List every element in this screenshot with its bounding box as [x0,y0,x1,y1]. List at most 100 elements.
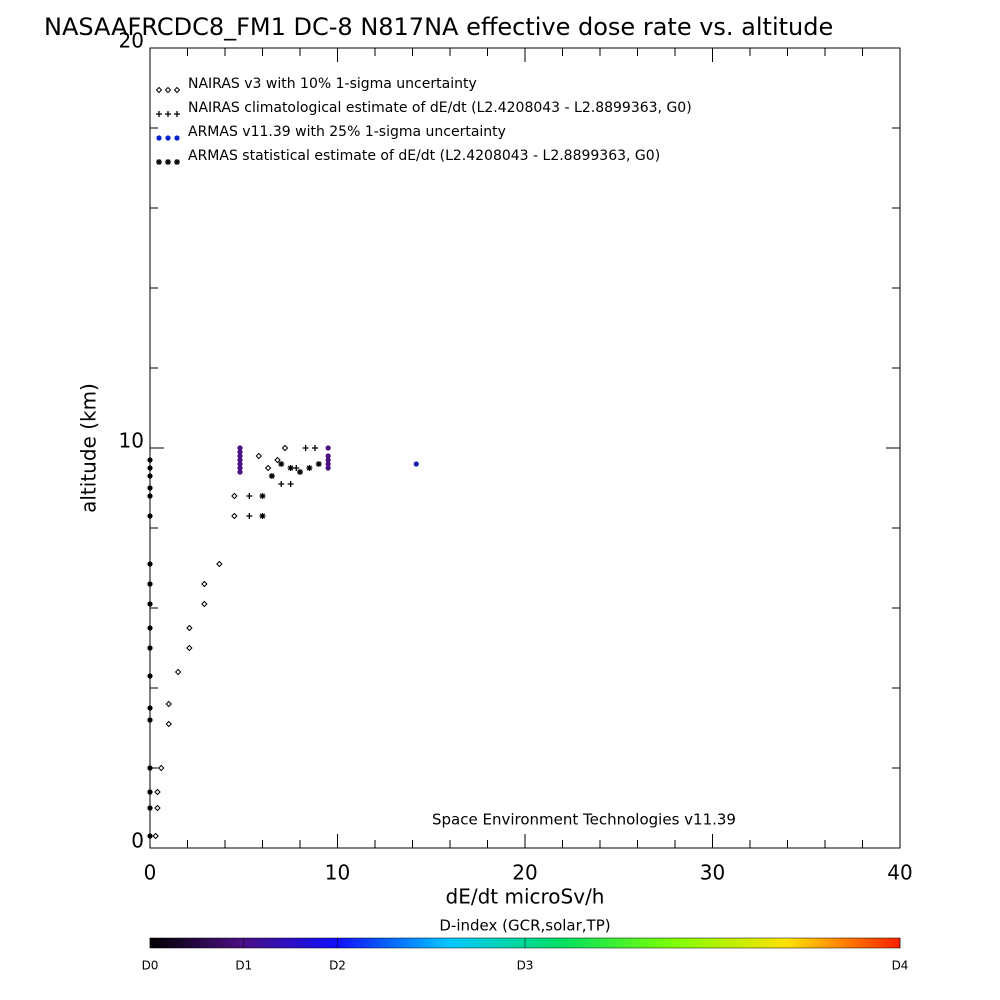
diamond-marker [281,444,289,452]
y-tick-label: 10 [119,429,144,453]
dot-marker [147,513,153,519]
plus-marker [278,481,285,487]
dot-marker [147,789,153,795]
legend-label: NAIRAS climatological estimate of dE/dt … [188,100,692,116]
colorbar-tick-label: D2 [329,959,346,973]
star-marker [259,513,266,519]
star-marker [306,465,313,471]
colorbar-label: D-index (GCR,solar,TP) [439,917,610,935]
dot-marker [147,457,153,463]
diamond-marker [255,452,262,460]
dot-marker [325,453,331,459]
star-marker [278,461,285,467]
dot-marker [147,717,153,723]
dot-marker [325,465,331,471]
dot-marker [147,673,153,679]
dot-marker [237,449,243,455]
plus-marker [246,493,253,499]
dot-marker [147,473,153,479]
dot-marker [237,461,243,467]
dot-marker [237,453,243,459]
x-tick-label: 30 [700,861,725,885]
dot-marker [147,465,153,471]
dot-marker [147,485,153,491]
dot-marker [147,833,153,839]
x-tick-label: 10 [325,861,350,885]
plus-marker [293,465,300,471]
dot-marker [147,561,153,567]
diamond-marker [154,788,161,796]
legend-symbol [164,86,172,94]
dot-marker [413,461,419,467]
star-marker [287,465,294,471]
x-tick-label: 40 [887,861,912,885]
chart-title: NASAAFRCDC8_FM1 DC-8 N817NA effective do… [44,13,833,41]
annotation: Space Environment Technologies v11.39 [432,811,736,829]
diamond-marker [231,512,238,520]
legend-symbol [156,111,162,117]
diamond-marker [264,464,272,472]
star-marker [297,469,303,475]
diamond-marker [201,580,208,588]
y-tick-label: 20 [119,29,144,53]
diamond-marker [154,804,161,812]
legend-label: NAIRAS v3 with 10% 1-sigma uncertainty [188,76,477,92]
diamond-marker [186,624,193,632]
plus-marker [287,481,294,487]
legend-symbol [155,86,163,94]
plus-marker [312,445,318,451]
dot-marker [325,457,331,463]
dot-marker [237,457,243,463]
x-tick-label: 0 [144,861,157,885]
legend-label: ARMAS v11.39 with 25% 1-sigma uncertaint… [188,124,506,140]
star-marker [259,493,266,499]
legend-symbol [173,86,181,94]
legend-symbol [174,111,180,117]
legend-symbol [165,111,171,117]
dot-marker [325,461,331,467]
plot-frame [149,47,901,849]
colorbar-tick-label: D1 [235,959,252,973]
legend-symbol [174,159,180,165]
diamond-marker [186,644,193,652]
star-marker [268,473,275,479]
y-axis-label: altitude (km) [77,383,101,513]
x-axis-label: dE/dt microSv/h [446,885,605,909]
diamond-marker [165,700,172,708]
plus-marker [246,513,253,519]
dot-marker [147,625,153,631]
dot-marker [147,705,153,711]
dot-marker [147,765,153,771]
star-marker [315,461,322,467]
diamond-marker [158,764,165,772]
dot-marker [147,601,153,607]
legend-symbol [165,135,171,141]
diamond-marker [201,600,208,608]
x-tick-label: 20 [512,861,537,885]
diamond-marker [165,720,172,728]
legend-label: ARMAS statistical estimate of dE/dt (L2.… [188,148,660,164]
dot-marker [237,469,243,475]
diamond-marker [274,456,281,464]
colorbar-tick-label: D0 [142,959,159,973]
diamond-marker [152,832,159,840]
diamond-marker [174,668,182,676]
plus-marker [302,445,309,451]
diamond-marker [231,492,238,500]
legend-symbol [165,159,171,165]
dot-marker [147,581,153,587]
colorbar-tick-label: D3 [517,959,534,973]
y-tick-label: 0 [131,829,144,853]
dot-marker [147,805,153,811]
dot-marker [237,465,243,471]
legend-symbol [174,135,180,141]
dot-marker [147,645,153,651]
diamond-marker [216,560,223,568]
dot-marker [237,445,243,451]
legend-symbol [156,135,162,141]
colorbar-tick-label: D4 [892,959,909,973]
legend-symbol [156,159,162,165]
dot-marker [147,493,153,499]
dot-marker [325,445,331,451]
